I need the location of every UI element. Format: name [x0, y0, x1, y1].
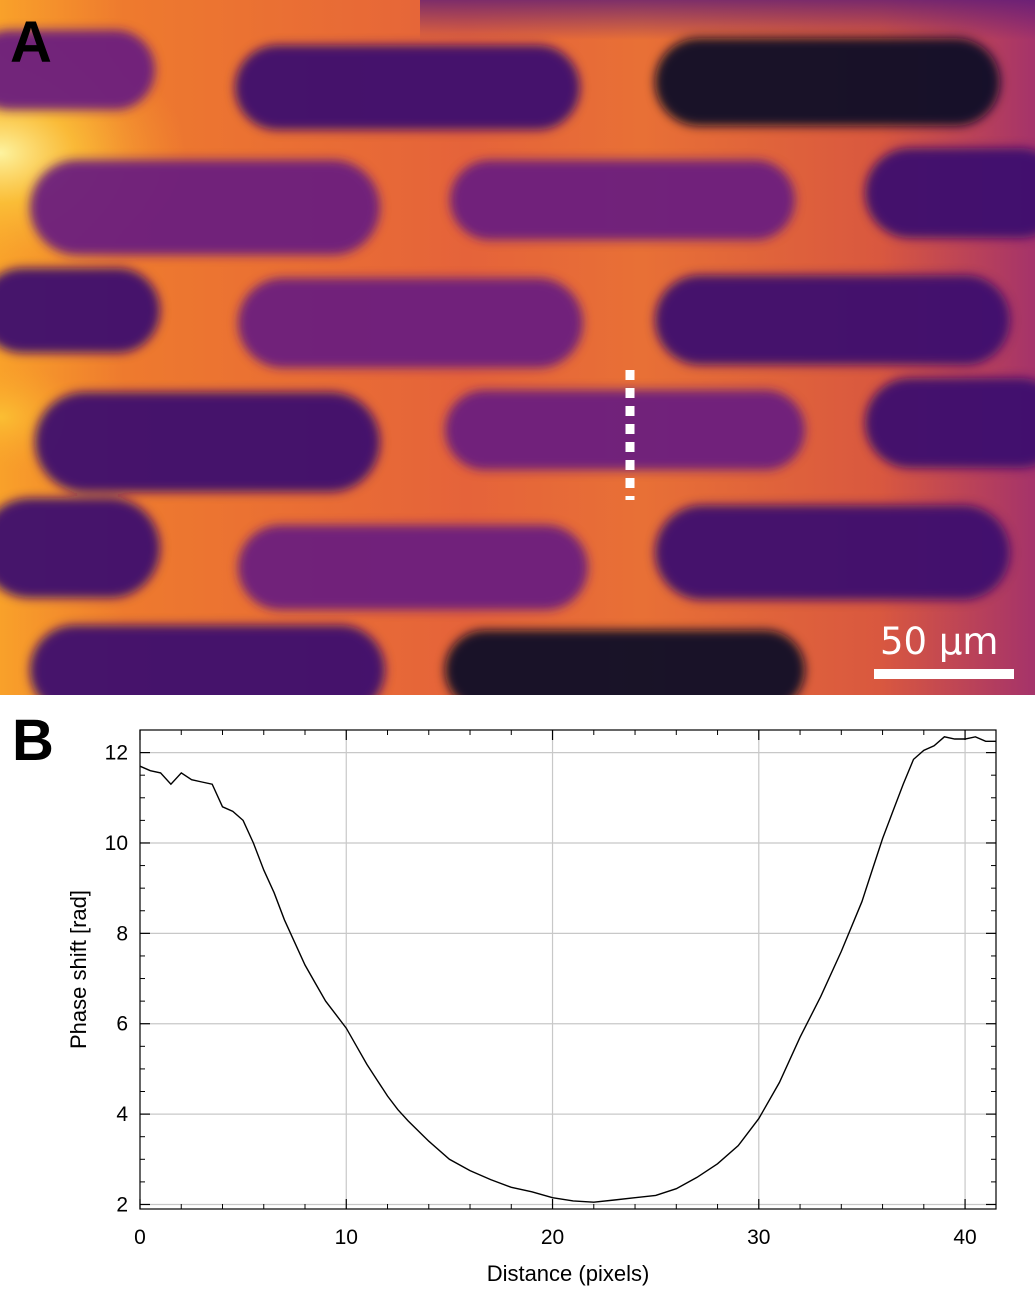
scale-bar-label: 50 µm: [880, 620, 999, 663]
x-axis-title: Distance (pixels): [487, 1261, 650, 1286]
cell-6: [0, 268, 160, 353]
cell-3: [30, 160, 380, 255]
x-tick-label: 10: [335, 1226, 358, 1249]
x-tick-label: 40: [953, 1226, 976, 1249]
cell-0: [0, 30, 155, 110]
y-tick-label: 10: [105, 832, 128, 855]
x-tick-label: 30: [747, 1226, 770, 1249]
y-axis-title: Phase shift [rad]: [66, 890, 91, 1049]
cell-12: [0, 498, 160, 598]
y-tick-label: 8: [116, 922, 128, 945]
phase-profile-panel: 0 10 20 30 40 2 4 6 8 10 12 Distance (pixels) Phas…: [0, 695, 1035, 1298]
y-tick-label: 4: [116, 1103, 128, 1126]
phase-image-panel: A 50 µm: [0, 0, 1035, 695]
cell-5: [865, 148, 1035, 238]
cell-7: [238, 278, 583, 368]
cell-9: [35, 392, 380, 492]
y-tick-label: 2: [116, 1193, 128, 1216]
phase-map-image: [0, 0, 1035, 695]
x-tick-label: 0: [134, 1226, 146, 1249]
cell-2: [655, 38, 1000, 126]
cell-13: [238, 525, 588, 610]
cell-1: [235, 45, 580, 130]
series-line: [139, 736, 996, 1203]
cell-15: [30, 625, 385, 695]
cell-11: [865, 378, 1035, 468]
phase-profile-chart: 0 10 20 30 40 2 4 6 8 10 12 Distance (pixels) Phas…: [66, 729, 997, 1286]
cell-10: [445, 390, 805, 470]
cell-4: [450, 160, 795, 240]
cell-14: [655, 505, 1010, 600]
cell-16: [445, 630, 805, 695]
y-tick-label: 12: [105, 742, 128, 765]
x-tick-label: 20: [541, 1226, 564, 1249]
panel-label-b: B: [12, 708, 54, 773]
y-tick-label: 6: [116, 1013, 128, 1036]
scale-bar: [874, 669, 1014, 679]
plot-frame: [139, 729, 997, 1210]
panel-label-a: A: [10, 10, 52, 75]
cell-8: [655, 275, 1010, 365]
